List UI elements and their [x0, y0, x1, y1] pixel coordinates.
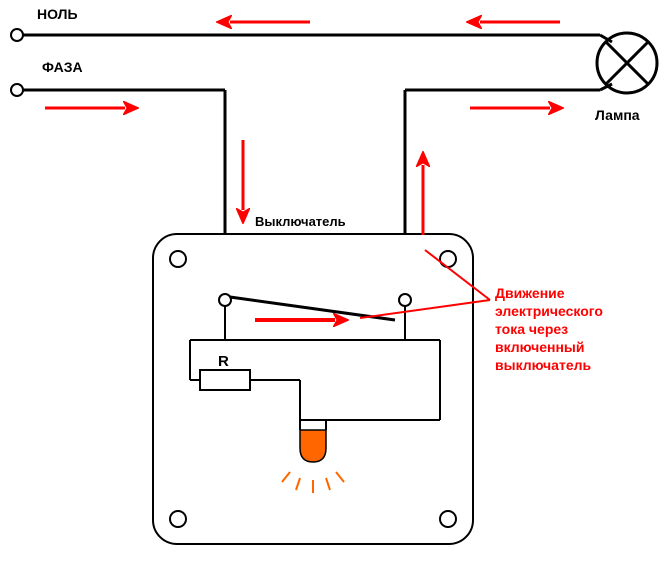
switch-contact-right: [399, 294, 411, 306]
phase-label: ФАЗА: [42, 59, 83, 75]
resistor-body: [200, 370, 250, 390]
phase-terminal: [11, 84, 23, 96]
resistor-label: R: [218, 353, 229, 370]
note-line: выключатель: [495, 357, 592, 373]
lamp-symbol: [597, 33, 657, 93]
neutral-terminal: [11, 29, 23, 41]
note-line: Движение: [495, 285, 565, 301]
neutral-label: НОЛЬ: [37, 6, 78, 22]
switch-label: Выключатель: [255, 214, 346, 229]
lamp-label: Лампа: [595, 107, 640, 123]
note-line: электрического: [495, 303, 603, 319]
note-line: тока через: [495, 321, 568, 337]
note-line: включенный: [495, 339, 585, 355]
switch-contact-left: [219, 294, 231, 306]
